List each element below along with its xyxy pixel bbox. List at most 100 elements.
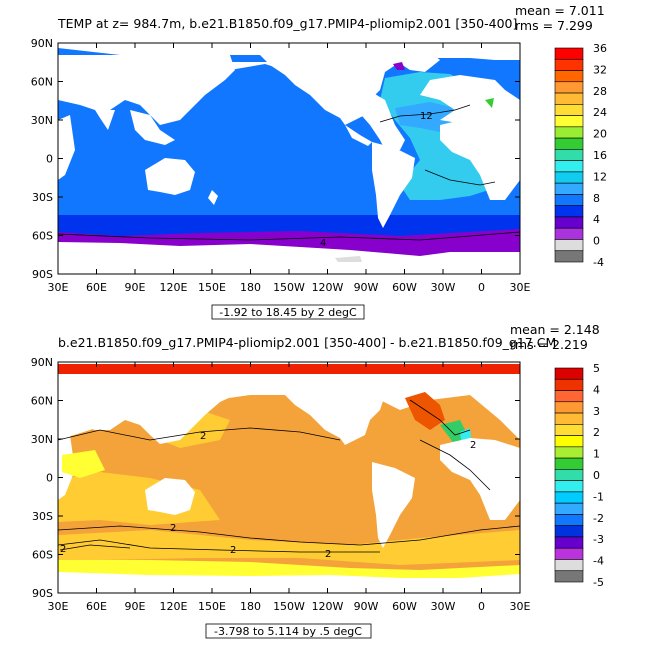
x-tick-label: 30E bbox=[48, 600, 69, 613]
colorbar-swatch bbox=[554, 367, 584, 380]
x-tick-label: 120E bbox=[160, 600, 188, 613]
colorbar-swatch bbox=[554, 412, 584, 425]
x-tick-label: 30W bbox=[431, 281, 456, 294]
colorbar-swatch bbox=[554, 171, 584, 184]
colorbar-swatch bbox=[554, 182, 584, 195]
x-tick-label: 90E bbox=[125, 600, 146, 613]
colorbar-label: -4 bbox=[593, 256, 604, 269]
x-tick-label: 120W bbox=[312, 281, 344, 294]
y-tick-label: 60N bbox=[31, 76, 53, 89]
panel-top: TEMP at z= 984.7m, b.e21.B1850.f09_g17.P… bbox=[31, 3, 607, 320]
panel-bottom-rms: rms = 2.219 bbox=[510, 337, 588, 352]
land bbox=[58, 45, 520, 274]
panel-top-mean: mean = 7.011 bbox=[515, 3, 605, 18]
contour-label-2d: 2 bbox=[230, 545, 236, 556]
x-tick-label: 90W bbox=[354, 281, 379, 294]
x-tick-label: 120W bbox=[312, 600, 344, 613]
colorbar-swatch bbox=[554, 457, 584, 470]
y-tick-label: 60S bbox=[32, 549, 53, 562]
x-tick-label: 180 bbox=[240, 281, 261, 294]
colorbar-label: 8 bbox=[593, 192, 600, 205]
x-tick-label: 150W bbox=[273, 281, 305, 294]
panel-top-range-box bbox=[211, 304, 365, 320]
colorbar-label: 0 bbox=[593, 469, 600, 482]
colorbar-swatch bbox=[554, 47, 584, 60]
colorbar-swatch bbox=[554, 227, 584, 240]
y-tick-label: 60N bbox=[31, 395, 53, 408]
panel-bottom-colorbar: 5 4 3 2 1 0 -1 -2 -3 -4 -5 bbox=[554, 362, 604, 589]
x-tick-label: 0 bbox=[478, 281, 485, 294]
panel-top-title: TEMP at z= 984.7m, b.e21.B1850.f09_g17.P… bbox=[57, 16, 517, 31]
colorbar-swatch bbox=[554, 424, 584, 436]
colorbar-swatch bbox=[554, 559, 584, 572]
ocean-near-freezing bbox=[58, 229, 520, 256]
x-tick-label: 90W bbox=[354, 600, 379, 613]
colorbar-swatch bbox=[554, 160, 584, 173]
panel-top-colorbar: 36 32 28 24 20 16 12 8 4 0 -4 bbox=[554, 42, 607, 269]
colorbar-swatch bbox=[554, 115, 584, 128]
colorbar-swatch bbox=[554, 547, 584, 560]
x-tick-label: 30W bbox=[431, 600, 456, 613]
x-tick-label: 30E bbox=[48, 281, 69, 294]
colorbar-swatch bbox=[554, 390, 584, 403]
panel-top-yticks: 90N 60N 30N 0 30S 60S 90S bbox=[31, 37, 520, 281]
colorbar-label: -3 bbox=[593, 533, 604, 546]
panel-top-map: 12 4 bbox=[58, 43, 520, 274]
colorbar-swatch bbox=[554, 216, 584, 229]
colorbar-swatch bbox=[554, 92, 584, 105]
colorbar-swatch bbox=[554, 502, 584, 515]
contour-label-12: 12 bbox=[420, 111, 433, 122]
colorbar-swatch bbox=[554, 70, 584, 83]
colorbar-swatch bbox=[554, 126, 584, 139]
colorbar-swatch bbox=[554, 525, 584, 538]
panel-top-range: -1.92 to 18.45 by 2 degC bbox=[219, 306, 357, 319]
panel-top-rms: rms = 7.299 bbox=[515, 18, 593, 33]
panel-bottom-range-box bbox=[205, 623, 372, 639]
x-tick-label: 30E bbox=[510, 281, 531, 294]
colorbar-swatch bbox=[554, 514, 584, 526]
y-tick-label: 30S bbox=[32, 191, 53, 204]
colorbar-swatch bbox=[554, 378, 584, 391]
colorbar-swatch bbox=[554, 536, 584, 549]
contour-label-4: 4 bbox=[320, 238, 326, 249]
contour-label-2f: 2 bbox=[470, 440, 476, 451]
panel-bottom-yticks: 90N 60N 30N 0 30S 60S 90S bbox=[31, 356, 520, 600]
x-tick-label: 60W bbox=[392, 281, 417, 294]
colorbar-swatch bbox=[554, 570, 584, 583]
x-tick-label: 150E bbox=[198, 600, 226, 613]
colorbar-swatch bbox=[554, 469, 584, 481]
x-tick-label: 150W bbox=[273, 600, 305, 613]
x-tick-label: 60W bbox=[392, 600, 417, 613]
panel-bottom: b.e21.B1850.f09_g17.PMIP4-pliomip2.001 [… bbox=[31, 322, 604, 639]
y-tick-label: 0 bbox=[46, 153, 53, 166]
y-tick-label: 30N bbox=[31, 433, 53, 446]
colorbar-label: 28 bbox=[593, 85, 607, 98]
colorbar-label: -2 bbox=[593, 512, 604, 525]
colorbar-swatch bbox=[554, 205, 584, 218]
colorbar-label: 20 bbox=[593, 128, 607, 141]
colorbar-swatch bbox=[554, 480, 584, 493]
colorbar-label: 4 bbox=[593, 213, 600, 226]
colorbar-label: 1 bbox=[593, 448, 600, 461]
panel-bottom-xticks: 30E 60E 90E 120E 150E 180 150W 120W 90W 60W 30W 0 30… bbox=[48, 362, 531, 613]
x-tick-label: 60E bbox=[86, 600, 107, 613]
colorbar-swatch bbox=[554, 194, 584, 206]
x-tick-label: 60E bbox=[86, 281, 107, 294]
y-tick-label: 30N bbox=[31, 114, 53, 127]
colorbar-label: 0 bbox=[593, 235, 600, 248]
colorbar-swatch bbox=[554, 491, 584, 504]
colorbar-swatch bbox=[554, 137, 584, 150]
colorbar-label: -1 bbox=[593, 490, 604, 503]
y-tick-label: 90S bbox=[32, 268, 53, 281]
y-tick-label: 90N bbox=[31, 37, 53, 50]
y-tick-label: 30S bbox=[32, 510, 53, 523]
colorbar-label: 2 bbox=[593, 426, 600, 439]
contour-label-2a: 2 bbox=[200, 431, 206, 442]
colorbar-swatch bbox=[554, 239, 584, 252]
panel-bottom-title: b.e21.B1850.f09_g17.PMIP4-pliomip2.001 [… bbox=[58, 335, 556, 350]
colorbar-swatch bbox=[554, 250, 584, 263]
colorbar-label: 4 bbox=[593, 383, 600, 396]
colorbar-label: 32 bbox=[593, 63, 607, 76]
colorbar-label: -5 bbox=[593, 576, 604, 589]
